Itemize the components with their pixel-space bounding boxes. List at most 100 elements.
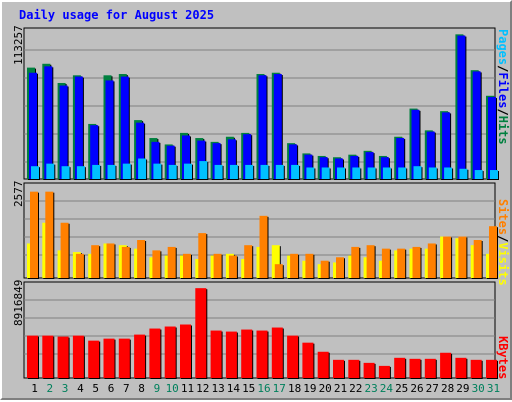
sites-bar-18 (290, 253, 299, 278)
kbytes-bar-15 (241, 329, 253, 378)
sites-bar-7 (121, 246, 130, 278)
sites-bar-9 (152, 250, 161, 278)
day-label-6: 6 (107, 382, 115, 395)
sites-bar-31 (489, 226, 497, 278)
kbytes-bar-17 (271, 327, 283, 378)
day-label-12: 12 (196, 382, 210, 395)
files-bar-2 (44, 66, 53, 179)
pages-bar-13 (214, 164, 223, 179)
files-bar-9 (151, 141, 160, 179)
sites-bar-16 (259, 215, 268, 278)
kbytes-bar-9 (149, 328, 161, 378)
files-bar-10 (166, 145, 175, 179)
files-bar-28 (442, 112, 451, 179)
pages-bar-9 (153, 163, 162, 179)
pages-bar-15 (245, 164, 254, 179)
day-label-5: 5 (92, 382, 99, 395)
bottom-legend: KBytes (496, 336, 510, 379)
sites-bar-12 (198, 233, 207, 278)
middle-y-max-label: 2577 (12, 180, 25, 208)
day-label-30: 30 (471, 382, 485, 395)
pages-bar-14 (229, 164, 238, 179)
pages-bar-17 (275, 164, 284, 179)
pages-bar-3 (61, 166, 70, 179)
kbytes-bar-30 (470, 359, 482, 378)
files-bar-3 (59, 85, 68, 179)
sites-bar-15 (244, 245, 253, 278)
files-bar-5 (90, 125, 99, 179)
kbytes-bar-14 (225, 331, 237, 378)
kbytes-bar-16 (256, 330, 268, 378)
sites-bar-1 (30, 191, 38, 278)
sites-bar-4 (75, 253, 84, 278)
sites-bar-3 (60, 222, 69, 278)
files-bar-30 (472, 71, 481, 179)
kbytes-bar-13 (210, 330, 222, 378)
files-bar-11 (182, 135, 190, 179)
pages-bar-31 (490, 170, 498, 179)
pages-bar-7 (122, 163, 131, 179)
sites-bar-13 (213, 253, 222, 278)
files-bar-13 (212, 143, 221, 179)
graph-title: Daily usage for August 2025 (19, 8, 215, 22)
files-bar-26 (411, 109, 420, 179)
sites-bar-6 (106, 243, 115, 278)
day-label-13: 13 (211, 382, 225, 395)
day-label-2: 2 (46, 382, 54, 395)
files-bar-19 (304, 154, 313, 179)
middle-legend: Sites/Visits (496, 199, 510, 286)
day-label-9: 9 (153, 382, 161, 395)
kbytes-bar-10 (164, 326, 176, 378)
kbytes-bar-31 (486, 359, 497, 378)
sites-bar-25 (397, 248, 406, 278)
pages-bar-5 (92, 164, 101, 179)
kbytes-bar-28 (440, 352, 452, 378)
kbytes-bar-18 (287, 335, 299, 378)
day-label-22: 22 (349, 382, 363, 395)
day-label-31: 31 (486, 382, 501, 395)
sites-bar-28 (443, 236, 452, 278)
files-bar-31 (488, 97, 496, 179)
day-label-24: 24 (379, 382, 394, 395)
kbytes-bar-3 (57, 336, 69, 378)
day-label-25: 25 (395, 382, 409, 395)
kbytes-bar-11 (180, 324, 191, 378)
day-label-4: 4 (77, 382, 84, 395)
files-bar-12 (197, 140, 206, 179)
kbytes-bar-23 (363, 362, 375, 378)
pages-bar-4 (76, 166, 85, 179)
visits-bar-17 (271, 245, 280, 278)
pages-bar-6 (107, 164, 116, 179)
files-bar-27 (426, 131, 435, 179)
kbytes-bar-25 (394, 357, 406, 378)
sites-bar-21 (336, 257, 344, 278)
files-bar-29 (457, 35, 466, 179)
day-label-29: 29 (456, 382, 470, 395)
kbytes-bar-8 (134, 334, 146, 378)
pages-bar-25 (398, 167, 407, 179)
day-label-8: 8 (138, 382, 145, 395)
day-label-11: 11 (180, 382, 195, 395)
sites-bar-24 (381, 248, 390, 278)
sites-bar-29 (458, 236, 467, 278)
sites-bar-20 (320, 260, 329, 278)
kbytes-bar-22 (348, 359, 360, 378)
day-label-26: 26 (410, 382, 424, 395)
pages-bar-26 (413, 166, 422, 179)
sites-bar-23 (366, 245, 375, 278)
legend-hits: Hits (496, 115, 510, 145)
sites-bar-27 (427, 243, 436, 278)
day-label-20: 20 (318, 382, 332, 395)
kbytes-bar-19 (302, 342, 314, 378)
kbytes-bar-26 (409, 358, 421, 378)
kbytes-bar-2 (42, 335, 54, 378)
pages-bar-28 (444, 167, 453, 179)
legend-pages: Pages (496, 29, 510, 66)
pages-bar-10 (168, 164, 177, 179)
sites-bar-11 (183, 253, 191, 278)
pages-bar-11 (184, 163, 192, 179)
top-legend: Pages/Files/Hits (496, 29, 510, 145)
kbytes-bar-5 (88, 340, 100, 378)
day-label-19: 19 (303, 382, 317, 395)
day-label-10: 10 (165, 382, 179, 395)
